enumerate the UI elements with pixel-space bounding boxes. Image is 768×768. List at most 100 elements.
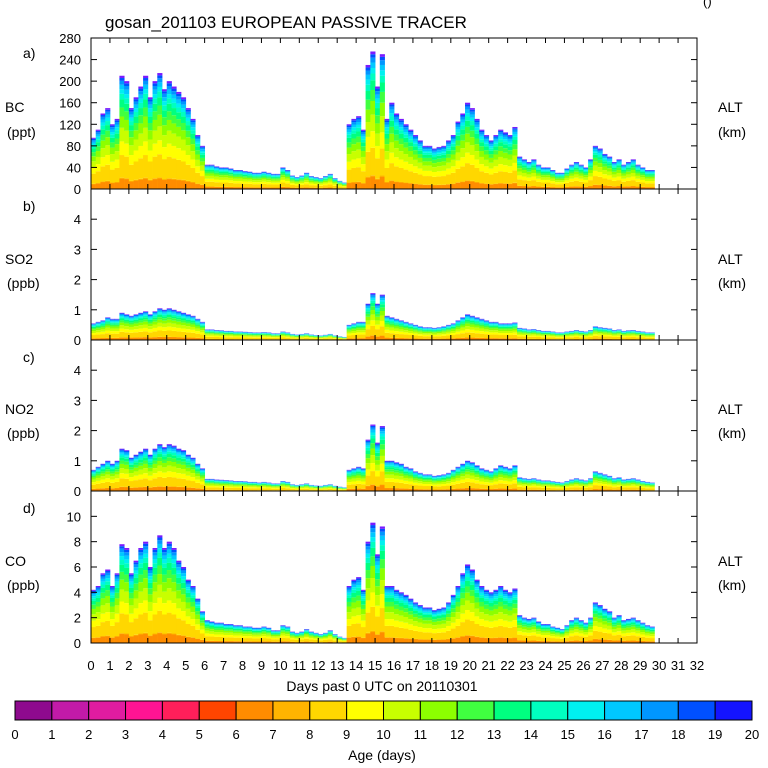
- y-tick-label: 0: [74, 182, 81, 197]
- colorbar-tick-label: 19: [708, 727, 722, 742]
- y-tick-label: 2: [74, 273, 81, 288]
- data-column: [398, 118, 404, 189]
- data-column: [337, 180, 343, 189]
- data-column: [346, 324, 352, 340]
- y-tick-label: 120: [59, 117, 81, 132]
- colorbar-tick-label: 15: [561, 727, 575, 742]
- data-column: [95, 466, 101, 491]
- data-column: [635, 479, 641, 491]
- data-column: [190, 586, 196, 643]
- data-column: [266, 482, 272, 491]
- species-name-no2: NO2: [5, 401, 34, 417]
- data-column: [531, 159, 537, 189]
- panel-letter-bc: a): [23, 45, 35, 61]
- data-column: [322, 484, 329, 491]
- data-column: [157, 73, 163, 189]
- data-column: [171, 548, 177, 643]
- data-column: [455, 586, 461, 643]
- x-tick-label: 18: [425, 658, 439, 673]
- data-column: [308, 176, 314, 189]
- data-column: [521, 328, 527, 340]
- data-column: [143, 448, 149, 491]
- data-column: [147, 567, 153, 643]
- data-column: [105, 108, 111, 189]
- data-column: [488, 140, 494, 189]
- data-column: [427, 474, 433, 491]
- data-column: [465, 102, 471, 189]
- data-column: [299, 333, 305, 340]
- data-column: [128, 573, 135, 643]
- species-name-co: CO: [5, 553, 26, 569]
- data-column: [408, 468, 414, 492]
- data-column: [384, 315, 390, 340]
- data-column: [564, 168, 570, 189]
- data-column: [455, 121, 461, 189]
- right-axis-label-bc: ALT: [718, 99, 743, 115]
- right-axis-unit-co: (km): [718, 577, 746, 593]
- y-tick-label: 4: [74, 585, 81, 600]
- data-column: [341, 487, 348, 491]
- data-column: [640, 167, 646, 189]
- data-column: [294, 177, 300, 189]
- data-column: [166, 308, 172, 340]
- data-column: [251, 481, 258, 491]
- data-column: [233, 625, 239, 643]
- data-column: [237, 170, 243, 189]
- data-column: [308, 334, 314, 340]
- data-column: [209, 478, 215, 491]
- data-column: [616, 615, 622, 643]
- data-column: [233, 481, 239, 491]
- data-column: [479, 318, 485, 340]
- colorbar-tick-label: 14: [524, 727, 538, 742]
- data-column: [640, 331, 646, 340]
- data-column: [465, 460, 471, 491]
- data-column: [588, 159, 594, 189]
- data-column: [294, 334, 300, 340]
- data-column: [266, 172, 272, 189]
- data-column: [422, 327, 428, 340]
- data-column: [195, 318, 201, 340]
- data-column: [502, 132, 509, 189]
- x-tick-label: 10: [273, 658, 287, 673]
- data-column: [105, 569, 111, 643]
- data-column: [592, 602, 598, 643]
- data-column: [644, 332, 651, 341]
- x-tick-label: 32: [690, 658, 704, 673]
- y-tick-label: 6: [74, 560, 81, 575]
- data-column: [289, 333, 295, 340]
- data-column: [379, 294, 385, 340]
- data-column: [199, 611, 206, 643]
- data-column: [630, 330, 636, 340]
- data-column: [351, 468, 357, 492]
- data-column: [569, 330, 575, 340]
- colorbar-tick-label: 11: [414, 727, 428, 742]
- x-tick-label: 23: [519, 658, 533, 673]
- data-column: [304, 483, 310, 492]
- right-axis-label-no2: ALT: [718, 401, 743, 417]
- data-column: [422, 607, 428, 643]
- data-column: [460, 573, 466, 643]
- data-column: [152, 548, 158, 643]
- data-column: [483, 135, 490, 189]
- data-column: [412, 324, 419, 340]
- data-column: [408, 323, 414, 340]
- data-column: [180, 97, 187, 189]
- data-column: [190, 457, 196, 491]
- x-tick-label: 30: [652, 658, 666, 673]
- data-column: [242, 331, 248, 340]
- species-name-so2: SO2: [5, 251, 33, 267]
- data-column: [592, 145, 598, 189]
- data-column: [147, 314, 153, 340]
- y-ticks-co: 0 2 4 6 8 10: [67, 509, 697, 651]
- data-column: [375, 303, 381, 340]
- data-column: [223, 480, 229, 491]
- data-column: [379, 526, 385, 643]
- data-column: [270, 333, 277, 340]
- data-column: [417, 140, 423, 189]
- y-tick-label: 8: [74, 535, 81, 550]
- data-column: [625, 618, 632, 643]
- data-column: [436, 146, 442, 189]
- data-column: [166, 541, 172, 643]
- data-column: [630, 617, 636, 643]
